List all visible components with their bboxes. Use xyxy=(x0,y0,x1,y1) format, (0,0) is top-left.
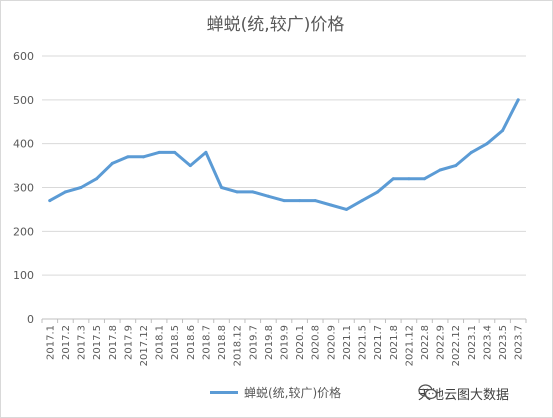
data-point xyxy=(204,150,208,154)
x-tick-label: 2022.12 xyxy=(451,325,462,366)
x-tick-label: 2021.7 xyxy=(373,325,384,360)
data-point xyxy=(79,186,83,189)
y-tick-label: 500 xyxy=(13,94,34,107)
data-point xyxy=(501,129,505,133)
data-point xyxy=(423,177,427,181)
x-tick-label: 2018.6 xyxy=(186,325,197,360)
data-point xyxy=(220,186,224,189)
data-point xyxy=(266,194,270,198)
x-tick-label: 2023.1 xyxy=(467,325,478,360)
x-tick-label: 2021.5 xyxy=(358,325,369,360)
data-point xyxy=(235,190,239,194)
x-tick-label: 2017.1 xyxy=(45,325,56,360)
data-point xyxy=(485,142,489,146)
data-point xyxy=(298,199,302,203)
x-tick-label: 2019.7 xyxy=(248,325,259,360)
series-line xyxy=(48,98,520,211)
data-point xyxy=(344,207,348,211)
x-tick-label: 2017.8 xyxy=(108,325,119,360)
x-tick-label: 2018.12 xyxy=(233,325,244,366)
x-tick-label: 2017.5 xyxy=(92,325,103,360)
data-point xyxy=(251,190,255,194)
data-point xyxy=(376,190,380,194)
y-tick-label: 300 xyxy=(13,182,34,195)
data-point xyxy=(48,199,52,203)
y-tick-label: 200 xyxy=(13,225,34,238)
data-point xyxy=(188,164,192,168)
x-tick-label: 2023.7 xyxy=(514,325,525,360)
x-tick-label: 2019.9 xyxy=(280,325,291,360)
x-tick-label: 2017.9 xyxy=(123,325,134,360)
data-point xyxy=(516,98,520,102)
x-tick-label: 2017.12 xyxy=(139,325,150,366)
data-point xyxy=(438,168,442,172)
legend-label: 蝉蜕(统,较广)价格 xyxy=(244,386,342,400)
data-point xyxy=(454,164,458,168)
x-tick-label: 2019.8 xyxy=(264,325,275,360)
x-tick-label: 2017.3 xyxy=(77,325,88,360)
data-point xyxy=(110,161,114,165)
watermark: 天地云图大数据 xyxy=(418,384,509,403)
x-tick-label: 2022.9 xyxy=(436,325,447,360)
x-tick-label: 2020.1 xyxy=(295,325,306,360)
y-tick-label: 400 xyxy=(13,138,34,151)
data-point xyxy=(407,177,411,181)
data-point xyxy=(391,177,395,181)
x-tick-label: 2020.9 xyxy=(326,325,337,360)
data-point xyxy=(141,155,145,159)
x-tick-label: 2021.12 xyxy=(404,325,415,366)
y-tick-label: 0 xyxy=(27,313,34,326)
x-tick-label: 2023.5 xyxy=(498,325,509,360)
x-tick-label: 2017.2 xyxy=(61,325,72,360)
watermark-text: 天地云图大数据 xyxy=(418,388,510,403)
data-point xyxy=(329,203,333,207)
data-point xyxy=(282,199,286,203)
legend-swatch xyxy=(210,391,238,394)
data-point xyxy=(313,199,317,203)
data-point xyxy=(360,199,364,203)
data-point xyxy=(95,177,99,181)
x-tick-label: 2020.8 xyxy=(311,325,322,360)
data-point xyxy=(157,150,161,154)
x-tick-label: 2021.1 xyxy=(342,325,353,360)
data-point xyxy=(469,150,473,154)
x-tick-label: 2018.7 xyxy=(201,325,212,360)
wechat-icon xyxy=(418,384,438,400)
data-point xyxy=(173,150,177,154)
x-tick-label: 2018.1 xyxy=(155,325,166,360)
data-point xyxy=(126,155,130,159)
data-point xyxy=(63,190,67,194)
x-tick-label: 2018.5 xyxy=(170,325,181,360)
legend: 蝉蜕(统,较广)价格 xyxy=(210,384,341,401)
x-tick-label: 2018.8 xyxy=(217,325,228,360)
x-tick-label: 2023.4 xyxy=(482,325,493,360)
x-tick-label: 2022.8 xyxy=(420,325,431,360)
y-tick-label: 600 xyxy=(13,50,34,63)
y-tick-label: 100 xyxy=(13,269,34,282)
x-tick-label: 2021.8 xyxy=(389,325,400,360)
chart-title: 蝉蜕(统,较广)价格 xyxy=(206,15,345,35)
